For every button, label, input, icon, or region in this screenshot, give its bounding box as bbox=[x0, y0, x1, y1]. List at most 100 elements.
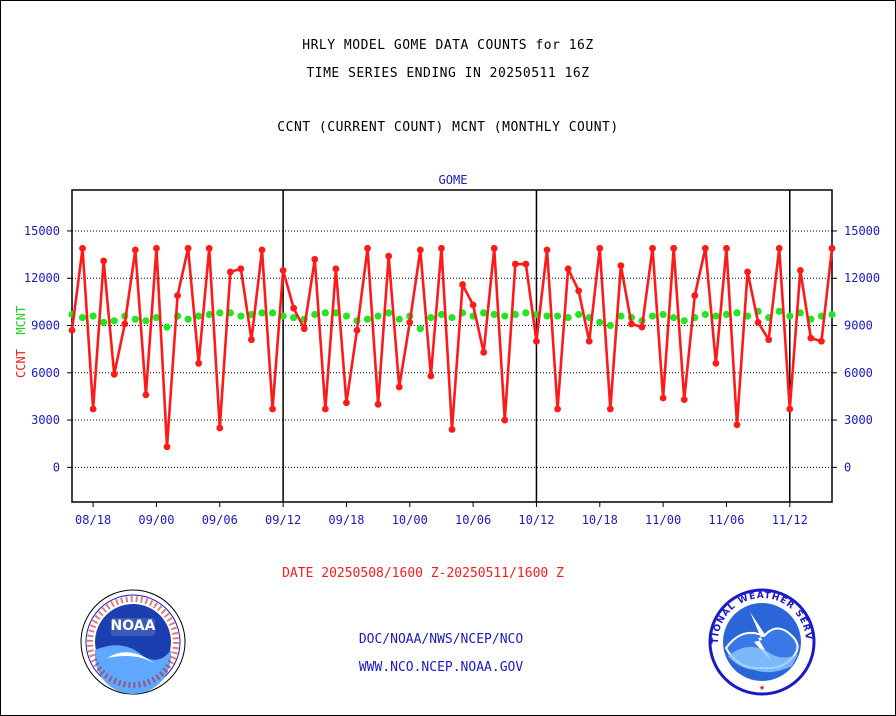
data-point bbox=[511, 260, 519, 268]
data-point bbox=[596, 318, 604, 326]
data-point bbox=[585, 337, 593, 345]
data-point bbox=[216, 424, 224, 432]
x-tick-label: 09/18 bbox=[328, 513, 364, 527]
data-point bbox=[343, 399, 350, 407]
data-point bbox=[100, 257, 108, 265]
data-point bbox=[427, 372, 435, 380]
data-point bbox=[300, 325, 308, 333]
data-point bbox=[184, 315, 192, 323]
data-point bbox=[649, 244, 656, 252]
data-point bbox=[374, 312, 382, 320]
data-point bbox=[459, 281, 466, 288]
x-tick-labels: 08/18 09/00 09/06 09/12 09/18 10/00 10/06 10/12… bbox=[75, 502, 808, 527]
data-point bbox=[437, 310, 446, 319]
data-point bbox=[100, 318, 108, 326]
grid-lines bbox=[72, 230, 832, 468]
data-point bbox=[786, 312, 794, 320]
data-point bbox=[385, 252, 393, 260]
data-point bbox=[733, 421, 741, 429]
data-point bbox=[564, 314, 572, 322]
data-point bbox=[385, 309, 393, 317]
data-point bbox=[638, 323, 646, 331]
x-tick-label: 09/12 bbox=[265, 513, 301, 527]
y-tick-label-right: 6000 bbox=[844, 366, 873, 380]
data-point bbox=[786, 405, 794, 413]
x-tick-label: 10/00 bbox=[392, 513, 428, 527]
y-tick-label-right: 15000 bbox=[844, 224, 880, 238]
y-tick-label-left: 3000 bbox=[31, 413, 60, 427]
data-point bbox=[648, 312, 657, 320]
nws-star-icon: ★ bbox=[759, 682, 765, 693]
data-point bbox=[617, 262, 625, 270]
data-point bbox=[332, 265, 340, 273]
data-point bbox=[533, 337, 540, 345]
data-point bbox=[311, 310, 319, 319]
data-point bbox=[712, 312, 720, 320]
data-point bbox=[268, 309, 277, 317]
data-point bbox=[237, 312, 245, 320]
data-point bbox=[152, 314, 161, 322]
data-point bbox=[670, 244, 678, 252]
x-tick-label: 08/18 bbox=[75, 513, 111, 527]
x-tick-label: 09/06 bbox=[202, 513, 238, 527]
org-line: DOC/NOAA/NWS/NCEP/NCO bbox=[358, 632, 524, 647]
data-point bbox=[828, 244, 836, 252]
data-point bbox=[511, 310, 519, 319]
data-point bbox=[775, 307, 783, 315]
data-point bbox=[606, 321, 614, 330]
data-point bbox=[680, 396, 688, 403]
data-point bbox=[89, 405, 97, 413]
data-point bbox=[258, 309, 266, 317]
data-point bbox=[480, 348, 488, 356]
data-point bbox=[606, 405, 614, 413]
data-point bbox=[258, 246, 266, 254]
data-point bbox=[723, 244, 730, 252]
data-point bbox=[701, 310, 709, 319]
chart-subtitle: TIME SERIES ENDING IN 20250511 16Z bbox=[306, 66, 590, 81]
website-link[interactable]: WWW.NCO.NCEP.NOAA.GOV bbox=[358, 660, 524, 675]
data-point bbox=[311, 255, 319, 263]
data-point bbox=[342, 312, 351, 320]
x-tick-label: 10/12 bbox=[518, 513, 554, 527]
data-point bbox=[163, 443, 171, 451]
data-point bbox=[131, 315, 139, 323]
data-point bbox=[575, 310, 583, 319]
data-point bbox=[701, 244, 709, 252]
data-point bbox=[142, 391, 150, 399]
y-tick-label-left: 6000 bbox=[31, 366, 60, 380]
data-point bbox=[427, 314, 435, 322]
data-point bbox=[216, 309, 224, 317]
data-point bbox=[374, 400, 382, 408]
x-tick-label: 11/12 bbox=[772, 513, 808, 527]
data-point bbox=[490, 244, 498, 252]
data-point bbox=[121, 320, 129, 328]
data-point bbox=[153, 244, 160, 252]
plot-label: GOME bbox=[438, 173, 468, 187]
x-tick-label: 11/00 bbox=[645, 513, 681, 527]
data-point bbox=[163, 323, 171, 331]
data-point bbox=[828, 310, 836, 319]
y-tick-label-right: 12000 bbox=[844, 271, 880, 285]
data-point bbox=[290, 314, 298, 322]
chart-title: HRLY MODEL GOME DATA COUNTS for 16Z bbox=[302, 38, 594, 53]
data-point bbox=[617, 312, 625, 320]
data-point bbox=[480, 309, 488, 317]
data-point bbox=[722, 310, 731, 319]
data-point bbox=[744, 268, 751, 276]
data-point bbox=[754, 318, 762, 326]
data-point bbox=[733, 309, 741, 317]
data-point bbox=[332, 309, 340, 317]
data-point bbox=[522, 260, 530, 268]
data-point bbox=[807, 334, 815, 342]
data-point bbox=[469, 301, 477, 309]
data-point bbox=[110, 370, 118, 378]
plot-area bbox=[71, 189, 833, 503]
data-point bbox=[501, 312, 509, 320]
y-tick-label-right: 3000 bbox=[844, 413, 873, 427]
data-point bbox=[543, 246, 551, 254]
data-point bbox=[659, 394, 667, 402]
data-point bbox=[205, 310, 213, 319]
noaa-logo-text: NOAA bbox=[111, 618, 156, 634]
date-range-label: DATE 20250508/1600 Z-20250511/1600 Z bbox=[282, 566, 564, 581]
data-point bbox=[416, 325, 424, 333]
